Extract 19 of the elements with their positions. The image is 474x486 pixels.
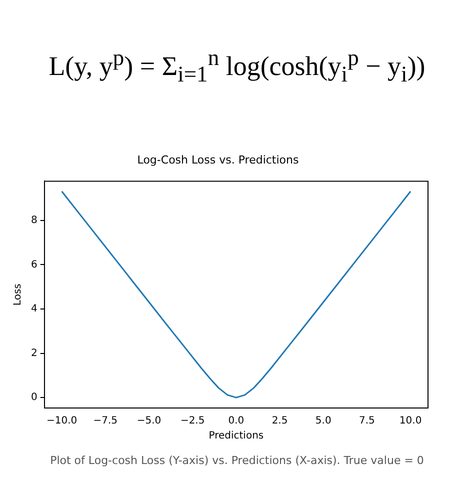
text: L(y, y$^{p}$) = Σ$_{i=1}$$^{n}$ log(cosh(y$_{i}$$^{p}$ − y$_{i}$)) xyxy=(48,45,426,86)
x-tick-label: −7.5 xyxy=(93,416,118,427)
y-tick-label: 6 xyxy=(30,259,38,270)
y-axis-title: Loss xyxy=(12,284,24,306)
y-tick-label: 8 xyxy=(30,214,38,226)
chart-title: Log-Cosh Loss vs. Predictions xyxy=(137,153,299,166)
y-tick-label: 4 xyxy=(30,304,38,315)
x-tick-label: −10.0 xyxy=(46,416,78,427)
x-tick-label: 2.5 xyxy=(272,416,288,427)
y-tick-label: 2 xyxy=(30,348,38,359)
x-tick-label: −5.0 xyxy=(136,416,162,427)
text: Plot of Log-cosh Loss (Y-axis) vs. Predictions (X-axis). True value = 0 xyxy=(49,454,425,467)
x-tick-label: −2.5 xyxy=(180,416,205,427)
y-tick-label: 0 xyxy=(30,392,38,404)
x-tick-label: 0.0 xyxy=(228,416,244,427)
x-tick-label: 7.5 xyxy=(359,416,375,427)
x-tick-label: 5.0 xyxy=(315,416,332,427)
x-axis-title: Predictions xyxy=(208,430,264,442)
x-tick-label: 10.0 xyxy=(399,416,422,427)
